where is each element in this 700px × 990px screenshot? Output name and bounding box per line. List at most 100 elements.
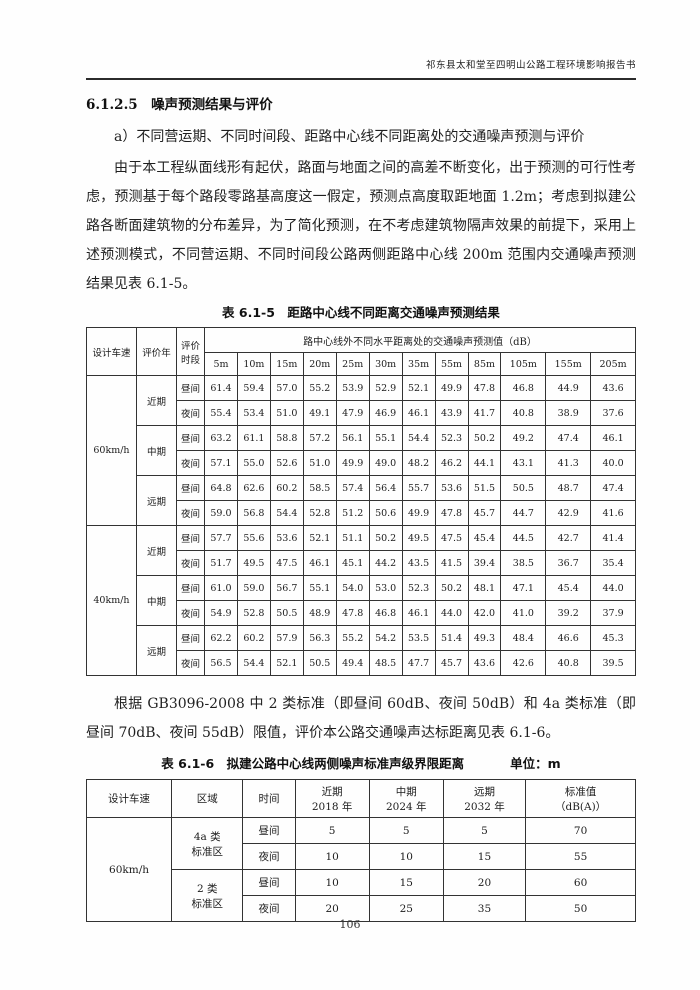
header-cell: 中期 2024 年 xyxy=(368,779,444,818)
table-row: 夜间 59.0 56.8 54.4 52.8 51.2 50.6 49.9 47.8 45.7 44… xyxy=(87,500,636,526)
value-cell: 54.2 xyxy=(368,625,403,651)
value-cell: 53.6 xyxy=(434,475,469,501)
table1-title: 表 6.1-5 距路中心线不同距离交通噪声预测结果 xyxy=(222,305,500,320)
distance-header-cell: 205m xyxy=(590,352,636,376)
value-cell: 52.8 xyxy=(236,600,271,626)
value-cell: 40.0 xyxy=(590,450,636,476)
value-cell: 49.0 xyxy=(368,450,403,476)
table-row: 夜间 54.9 52.8 50.5 48.9 47.8 46.8 46.1 44.0 42.0 41… xyxy=(87,600,636,626)
table-row: 远期 昼间 64.8 62.6 60.2 58.5 57.4 56.4 55.7 53.6 51.5… xyxy=(87,475,636,526)
value-cell: 50.5 xyxy=(269,600,304,626)
table-row: 2 类 标准区 昼间 10 15 20 60 xyxy=(87,869,636,922)
value-cell: 38.9 xyxy=(545,400,592,426)
value-cell: 41.0 xyxy=(500,600,547,626)
value-cell: 43.6 xyxy=(467,650,502,676)
table2-title: 表 6.1-6 拟建公路中心线两侧噪声标准声级界限距离 xyxy=(161,756,465,771)
value-cell: 55.2 xyxy=(302,375,337,401)
value-cell: 49.4 xyxy=(335,650,370,676)
header-cell: 标准值 （dB(A)） xyxy=(525,779,636,818)
distance-header-cell: 35m xyxy=(401,352,436,376)
t2-header-row: 设计车速 区域 时间 近期 2018 年中期 2024 年远期 2032 年标准值 （… xyxy=(85,779,636,818)
value-cell: 35 xyxy=(442,895,527,922)
value-cell: 61.1 xyxy=(236,425,271,451)
value-cell: 57.2 xyxy=(302,425,337,451)
value-cell: 49.1 xyxy=(302,400,337,426)
value-cell: 56.5 xyxy=(204,650,238,676)
table-row: 40km/h 近期 昼间 57.7 55.6 53.6 52.1 51.1 50.2 49.5 47… xyxy=(86,525,636,676)
table-row: 60km/h 4a 类 标准区 昼间 5 5 5 70 xyxy=(85,817,636,922)
value-cell: 42.9 xyxy=(545,500,592,526)
value-cell: 41.6 xyxy=(590,500,636,526)
value-cell: 55 xyxy=(525,843,636,870)
value-cell: 40.8 xyxy=(500,400,547,426)
value-cell: 47.8 xyxy=(467,375,502,401)
table-row: 夜间 55.4 53.4 51.0 49.1 47.9 46.9 46.1 43.9 41.7 40… xyxy=(87,400,636,426)
value-cell: 47.5 xyxy=(269,550,304,576)
value-cell: 15 xyxy=(368,869,444,896)
value-cell: 50 xyxy=(525,895,636,922)
value-cell: 52.8 xyxy=(302,500,337,526)
value-cell: 57.0 xyxy=(269,375,304,401)
value-cell: 46.2 xyxy=(434,450,469,476)
value-cell: 42.7 xyxy=(545,525,592,551)
period-cell: 昼间 xyxy=(176,375,205,401)
value-cell: 10 xyxy=(294,843,370,870)
value-cell: 59.0 xyxy=(204,500,238,526)
value-cell: 47.4 xyxy=(590,475,636,501)
value-cell: 40.8 xyxy=(545,650,592,676)
value-cell: 45.3 xyxy=(590,625,636,651)
value-cell: 48.5 xyxy=(368,650,403,676)
value-cell: 46.1 xyxy=(401,600,436,626)
value-cell: 52.1 xyxy=(269,650,304,676)
distance-header-cell: 30m xyxy=(368,352,403,376)
value-cell: 55.1 xyxy=(368,425,403,451)
table-row: 60km/h 近期 昼间 61.4 59.4 57.0 55.2 53.9 52.9 52.1 49… xyxy=(86,375,636,526)
value-cell: 57.4 xyxy=(335,475,370,501)
value-cell: 38.5 xyxy=(500,550,547,576)
value-cell: 55.6 xyxy=(236,525,271,551)
distance-header-cell: 25m xyxy=(335,352,370,376)
list-item-a: a）不同营运期、不同时间段、距路中心线不同距离处的交通噪声预测与评价 xyxy=(114,129,585,145)
value-cell: 57.7 xyxy=(204,525,238,551)
value-cell: 50.2 xyxy=(368,525,403,551)
value-cell: 57.1 xyxy=(204,450,238,476)
value-cell: 53.0 xyxy=(368,575,403,601)
table-row: 中期 昼间 61.0 59.0 56.7 55.1 54.0 53.0 52.3 50.2 48.1… xyxy=(87,575,636,626)
standard-distance-table: 设计车速 区域 时间 近期 2018 年中期 2024 年远期 2032 年标准值 （… xyxy=(85,779,636,922)
value-cell: 5 xyxy=(294,817,370,844)
value-cell: 46.8 xyxy=(368,600,403,626)
value-cell: 47.1 xyxy=(500,575,547,601)
period-cell: 夜间 xyxy=(176,500,205,526)
value-cell: 52.1 xyxy=(302,525,337,551)
table-row: 夜间 56.5 54.4 52.1 50.5 49.4 48.5 47.7 45.7 43.6 42… xyxy=(87,650,636,676)
period-cell: 夜间 xyxy=(176,650,205,676)
value-cell: 58.8 xyxy=(269,425,304,451)
value-cell: 44.7 xyxy=(500,500,547,526)
value-cell: 50.5 xyxy=(500,475,547,501)
value-cell: 41.7 xyxy=(467,400,502,426)
zone-cell: 4a 类 标准区 xyxy=(171,817,244,870)
year-cell: 近期 xyxy=(135,525,178,576)
speed-cell: 40km/h xyxy=(86,525,137,676)
value-cell: 50.2 xyxy=(434,575,469,601)
t1-body: 60km/h 近期 昼间 61.4 59.4 57.0 55.2 53.9 52.9 52.1 49… xyxy=(86,375,636,676)
period-cell: 昼间 xyxy=(176,525,205,551)
distance-header-cell: 55m xyxy=(434,352,469,376)
header-cell: 时间 xyxy=(242,779,296,818)
value-cell: 61.0 xyxy=(204,575,238,601)
year-cell: 近期 xyxy=(135,375,178,426)
value-cell: 54.0 xyxy=(335,575,370,601)
paragraph-2: 根据 GB3096-2008 中 2 类标准（即昼间 60dB、夜间 50dB）… xyxy=(86,696,636,741)
value-cell: 10 xyxy=(294,869,370,896)
value-cell: 44.5 xyxy=(500,525,547,551)
value-cell: 37.6 xyxy=(590,400,636,426)
speed-cell: 60km/h xyxy=(85,817,173,922)
value-cell: 70 xyxy=(525,817,636,844)
value-cell: 44.0 xyxy=(590,575,636,601)
value-cell: 51.7 xyxy=(204,550,238,576)
year-cell: 中期 xyxy=(135,575,178,626)
t1-header-speed: 设计车速 xyxy=(86,327,137,376)
t2-body: 60km/h 4a 类 标准区 昼间 5 5 5 70 夜间 10 10 15 55 2 类 标准区 昼间… xyxy=(85,817,636,922)
value-cell: 46.8 xyxy=(500,375,547,401)
